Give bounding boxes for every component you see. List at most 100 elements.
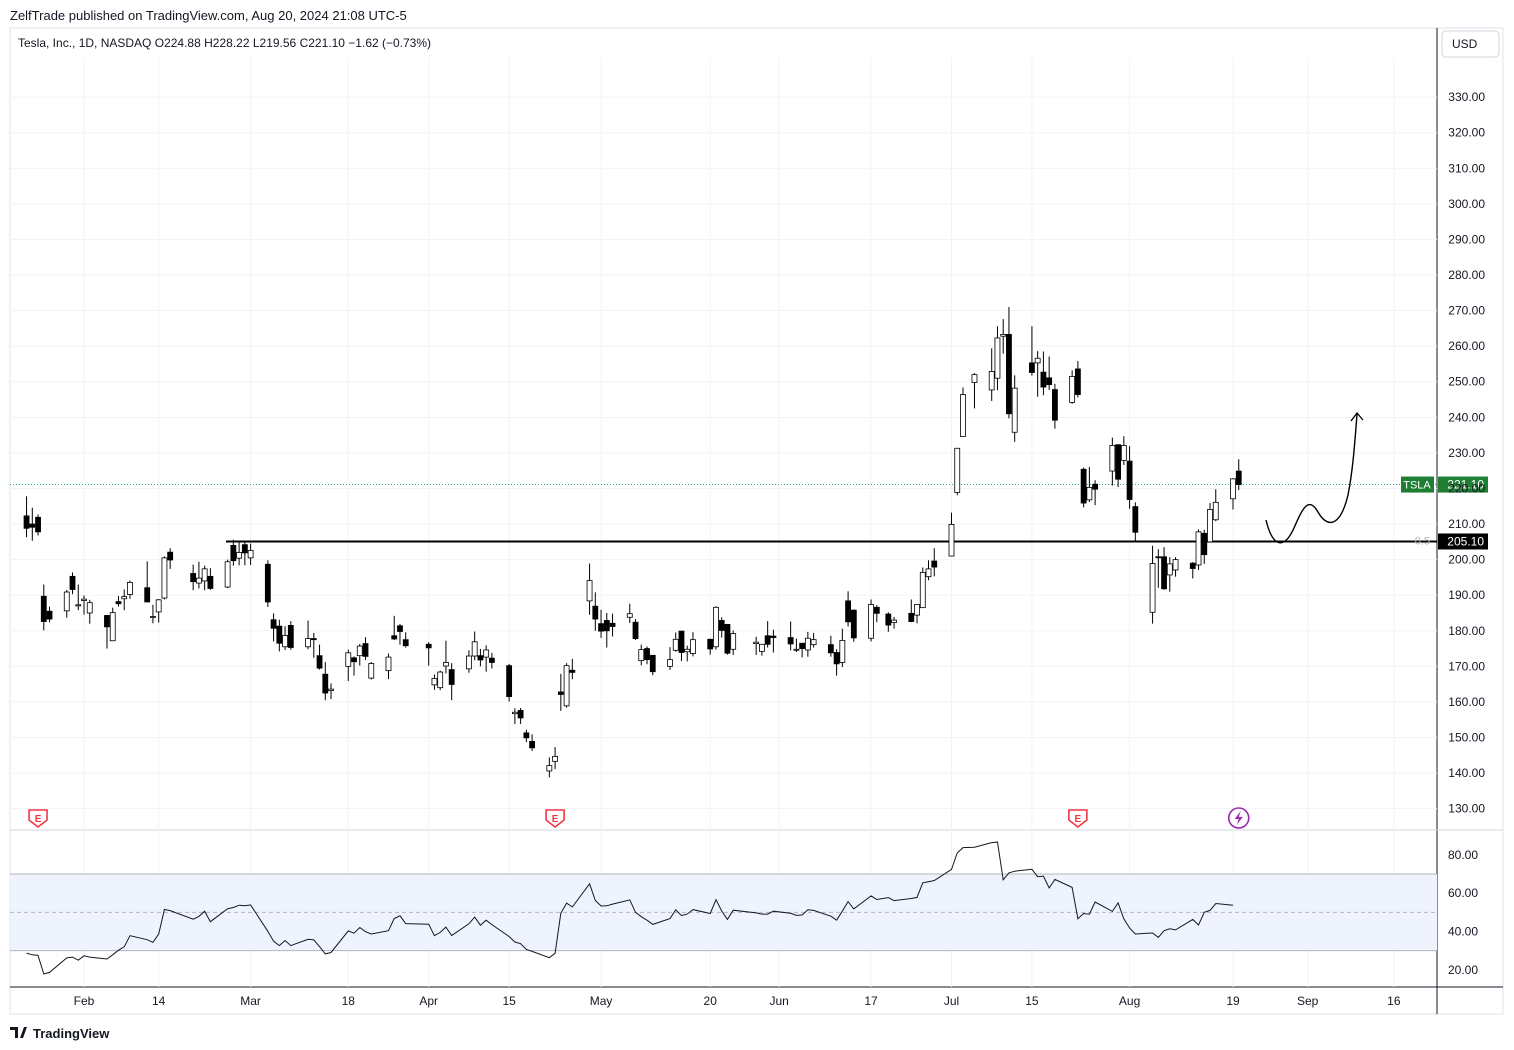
candle[interactable] [839, 628, 846, 668]
candle[interactable] [971, 373, 978, 409]
candle[interactable] [167, 548, 174, 569]
candle[interactable] [483, 645, 490, 672]
candle[interactable] [1166, 557, 1173, 592]
candle[interactable] [402, 632, 409, 648]
candle[interactable] [931, 548, 938, 577]
candle[interactable] [316, 644, 323, 670]
candle[interactable] [713, 606, 719, 650]
candle[interactable] [563, 663, 570, 708]
candle[interactable] [109, 607, 116, 642]
candle[interactable] [684, 645, 691, 662]
candle[interactable] [667, 647, 673, 670]
candle[interactable] [529, 734, 536, 752]
candles[interactable] [23, 307, 1242, 778]
candle[interactable] [345, 649, 352, 681]
candle[interactable] [1092, 480, 1099, 506]
candle[interactable] [707, 638, 714, 655]
candle[interactable] [230, 539, 237, 566]
earnings-icon[interactable]: E [545, 809, 565, 829]
candle[interactable] [1074, 361, 1081, 398]
candle[interactable] [644, 646, 650, 665]
candle[interactable] [626, 603, 633, 623]
candle[interactable] [632, 619, 639, 641]
candle[interactable] [690, 632, 696, 657]
candle[interactable] [873, 605, 880, 623]
candle[interactable] [592, 592, 599, 631]
candle[interactable] [552, 747, 558, 770]
candle[interactable] [391, 615, 398, 641]
candle[interactable] [1212, 489, 1219, 522]
candle[interactable] [443, 640, 449, 674]
candle[interactable] [523, 729, 530, 743]
candle[interactable] [29, 507, 36, 541]
candle[interactable] [1046, 356, 1053, 390]
candle[interactable] [1161, 547, 1167, 590]
candle[interactable] [121, 589, 128, 611]
candle[interactable] [144, 561, 151, 603]
candle[interactable] [310, 632, 317, 658]
candle[interactable] [247, 543, 254, 565]
candle[interactable] [569, 658, 576, 680]
candle[interactable] [282, 626, 288, 650]
candle[interactable] [724, 623, 731, 655]
candle[interactable] [1040, 351, 1047, 396]
candle[interactable] [678, 630, 685, 662]
candle[interactable] [477, 648, 484, 667]
candle[interactable] [638, 644, 645, 666]
candle[interactable] [1155, 549, 1162, 588]
candle[interactable] [264, 560, 271, 607]
candle[interactable] [799, 642, 806, 658]
candle[interactable] [236, 540, 243, 566]
candle[interactable] [598, 609, 604, 638]
candle[interactable] [86, 599, 93, 624]
candle[interactable] [431, 674, 438, 690]
candle[interactable] [488, 652, 495, 669]
candle[interactable] [1006, 307, 1012, 419]
candle[interactable] [908, 599, 915, 623]
candle[interactable] [46, 606, 53, 623]
candle[interactable] [322, 662, 329, 701]
candle[interactable] [448, 663, 455, 701]
candle[interactable] [649, 654, 656, 676]
candle[interactable] [954, 447, 961, 496]
candle[interactable] [161, 556, 168, 600]
candle[interactable] [988, 348, 995, 401]
candle[interactable] [1230, 478, 1236, 510]
candle[interactable] [437, 670, 444, 691]
candle[interactable] [1109, 437, 1116, 486]
candle[interactable] [1195, 529, 1202, 570]
candle[interactable] [914, 604, 920, 624]
candle[interactable] [241, 540, 248, 566]
candle[interactable] [833, 649, 840, 676]
candle[interactable] [115, 595, 122, 607]
candle[interactable] [466, 650, 472, 673]
earnings-icon[interactable]: E [28, 809, 48, 829]
candle[interactable] [23, 496, 30, 538]
candle[interactable] [994, 326, 1001, 391]
candle[interactable] [104, 615, 110, 649]
candle[interactable] [919, 567, 926, 609]
candle[interactable] [718, 617, 725, 638]
candle[interactable] [960, 387, 966, 437]
candle[interactable] [1086, 467, 1093, 502]
candle[interactable] [506, 663, 513, 702]
candle[interactable] [810, 632, 817, 648]
candle[interactable] [793, 638, 800, 653]
candle[interactable] [1132, 502, 1139, 542]
candle[interactable] [328, 683, 334, 700]
candle[interactable] [471, 631, 478, 661]
candle[interactable] [195, 561, 202, 589]
candle[interactable] [787, 621, 794, 651]
candle[interactable] [1069, 370, 1076, 404]
candle[interactable] [925, 560, 932, 581]
candle[interactable] [1011, 375, 1018, 442]
candle[interactable] [63, 589, 70, 618]
candle[interactable] [827, 635, 834, 657]
candle[interactable] [81, 595, 87, 615]
candle[interactable] [850, 609, 857, 642]
candle[interactable] [150, 604, 156, 624]
candle[interactable] [845, 591, 851, 627]
candle[interactable] [385, 653, 392, 680]
candle[interactable] [1115, 444, 1121, 488]
currency-button[interactable]: USD [1441, 30, 1500, 58]
